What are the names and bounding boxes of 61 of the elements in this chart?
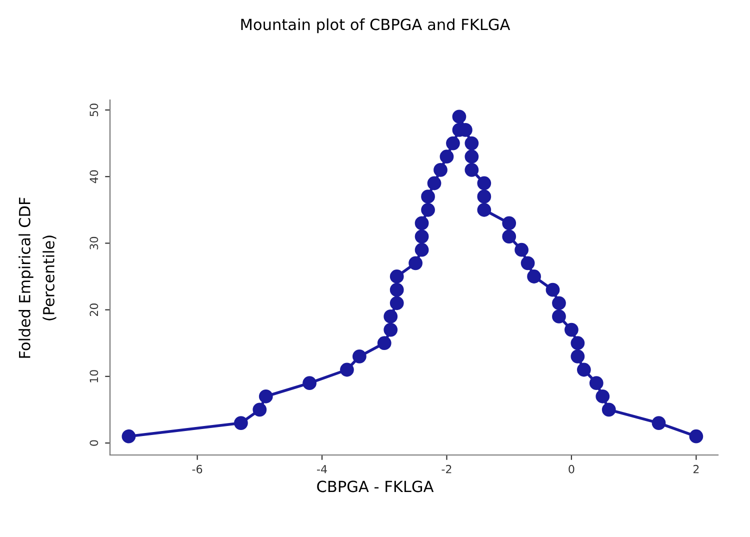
y-tick-label: 0	[90, 440, 98, 446]
point	[414, 230, 429, 244]
point	[527, 270, 541, 284]
point	[384, 310, 398, 324]
chart-title: Mountain plot of CBPGA and FKLGA	[241, 18, 510, 34]
point	[477, 190, 492, 204]
point	[122, 429, 136, 444]
point	[602, 402, 616, 417]
point	[421, 190, 435, 204]
point	[408, 256, 423, 270]
point	[452, 110, 466, 124]
point	[570, 349, 585, 364]
point	[464, 150, 479, 164]
y-tick-label: 50	[90, 104, 98, 116]
point	[464, 162, 479, 177]
point	[390, 296, 404, 310]
point	[258, 389, 273, 404]
point	[564, 322, 578, 337]
point	[477, 202, 492, 217]
point	[689, 429, 704, 444]
x-tick-label: -4	[317, 465, 327, 474]
point	[652, 416, 666, 430]
point	[352, 349, 366, 364]
y-tick-label: 30	[90, 236, 98, 250]
point	[502, 230, 516, 244]
point	[427, 176, 442, 190]
y-axis-title: Folded Empirical CDF (Percentile)	[18, 198, 56, 358]
point	[252, 402, 267, 417]
point	[502, 216, 516, 230]
point	[552, 310, 566, 324]
x-tick-label: -6	[192, 464, 202, 474]
point	[520, 256, 535, 270]
x-tick-label: 2	[693, 464, 699, 474]
point	[384, 322, 398, 337]
y-tick-label: 10	[90, 370, 98, 382]
point	[390, 270, 404, 284]
point	[234, 416, 248, 430]
x-tick-label: -2	[442, 464, 452, 474]
point	[414, 242, 429, 257]
point	[576, 362, 591, 377]
point	[546, 282, 560, 297]
y-tick-label: 20	[90, 303, 98, 316]
x-axis-title: CBPGA - FKLGA	[317, 480, 434, 492]
point	[377, 336, 392, 350]
point	[340, 362, 354, 377]
y-tick-label: 40	[90, 170, 98, 184]
point	[446, 136, 460, 150]
point	[464, 136, 479, 150]
point	[589, 376, 604, 390]
point	[390, 282, 404, 297]
x-tick-label: 0	[568, 464, 574, 474]
point	[421, 202, 435, 217]
point	[570, 336, 585, 350]
point	[302, 376, 316, 390]
point	[434, 162, 448, 177]
point	[514, 242, 529, 257]
point	[552, 296, 566, 310]
point	[440, 150, 454, 164]
point	[477, 176, 492, 190]
point	[414, 216, 429, 230]
point	[596, 389, 610, 404]
